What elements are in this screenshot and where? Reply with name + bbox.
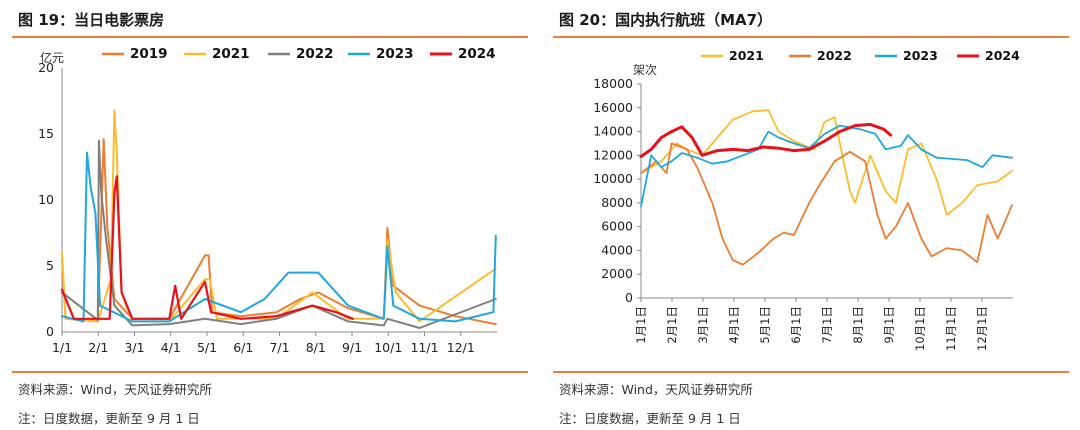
x-tick-label: 8月1日 xyxy=(851,306,865,344)
footnote: 注：日度数据，更新至 9 月 1 日 xyxy=(559,411,741,426)
x-tick-label: 9月1日 xyxy=(882,306,896,344)
y-unit-label: 亿元 xyxy=(40,50,64,65)
x-tick-label: 4月1日 xyxy=(727,306,741,344)
series-line-2021 xyxy=(640,109,1013,216)
chart-title: 图 19：当日电影票房 xyxy=(18,11,165,29)
x-tick-label: 11/1 xyxy=(410,340,438,355)
legend-label-2022: 2022 xyxy=(296,46,334,62)
footer-divider xyxy=(12,371,528,373)
legend-label-2021: 2021 xyxy=(729,48,764,63)
title-divider xyxy=(553,36,1069,38)
box-office-chart: 亿元 0 5 10 15 20 1/1 2/1 3/1 4/1 5/1 6/1 7/1 8/1 9/1 10/… xyxy=(38,46,497,355)
y-tick-label: 12000 xyxy=(593,147,633,162)
legend-label-2024: 2024 xyxy=(458,46,496,62)
y-tick-label: 15 xyxy=(38,126,54,141)
y-tick-label: 2000 xyxy=(601,266,633,281)
x-tick-label: 10月1日 xyxy=(913,306,927,351)
legend-label-2019: 2019 xyxy=(130,46,168,62)
x-tick-label: 7/1 xyxy=(269,340,289,355)
x-tick-label: 7月1日 xyxy=(820,306,834,344)
x-tick-label: 5月1日 xyxy=(758,306,772,344)
footnote: 注：日度数据，更新至 9 月 1 日 xyxy=(18,411,200,426)
legend-label-2023: 2023 xyxy=(903,48,938,63)
series-line-2023 xyxy=(61,151,497,323)
x-tick-label: 6月1日 xyxy=(789,306,803,344)
y-tick-label: 14000 xyxy=(593,124,633,139)
x-tick-label: 8/1 xyxy=(306,340,326,355)
legend-label-2024: 2024 xyxy=(985,48,1020,63)
x-tick-label: 3/1 xyxy=(124,340,144,355)
y-tick-label: 10000 xyxy=(593,171,633,186)
x-tick-label: 3月1日 xyxy=(696,306,710,344)
legend-label-2022: 2022 xyxy=(817,48,852,63)
source-note: 资料来源：Wind，天风证券研究所 xyxy=(18,382,212,397)
y-tick-label: 5 xyxy=(46,258,54,273)
y-tick-label: 6000 xyxy=(601,219,633,234)
y-tick-label: 8000 xyxy=(601,195,633,210)
title-divider xyxy=(12,36,528,38)
series-line-2022 xyxy=(61,139,497,329)
chart-panel-flights: 图 20：国内执行航班（MA7） 架次 0 2000 4000 6000 8000 1000… xyxy=(553,0,1080,430)
y-unit-label: 架次 xyxy=(633,63,657,77)
y-tick-label: 4000 xyxy=(601,242,633,257)
x-tick-label: 4/1 xyxy=(161,340,181,355)
chart-panel-box-office: 图 19：当日电影票房 亿元 0 5 10 15 20 1/1 2/1 3/1 4/1 5/1 6/1… xyxy=(12,0,540,430)
x-tick-label: 12月1日 xyxy=(975,306,989,351)
x-tick-label: 2/1 xyxy=(88,340,108,355)
y-tick-label: 18000 xyxy=(593,76,633,91)
x-tick-label: 11月1日 xyxy=(944,306,958,351)
series-line-2022 xyxy=(640,142,1013,266)
y-tick-label: 16000 xyxy=(593,100,633,115)
footer-divider xyxy=(553,371,1069,373)
x-tick-label: 6/1 xyxy=(233,340,253,355)
legend-label-2023: 2023 xyxy=(376,46,414,62)
y-tick-label: 0 xyxy=(625,290,633,305)
y-tick-label: 0 xyxy=(46,324,54,339)
x-tick-label: 1/1 xyxy=(52,340,72,355)
legend-label-2021: 2021 xyxy=(212,46,250,62)
flights-chart: 架次 0 2000 4000 6000 8000 10000 12000 14000 16000 1… xyxy=(593,48,1020,351)
x-tick-label: 10/1 xyxy=(374,340,402,355)
series-line-2024 xyxy=(60,175,354,320)
series-line-2024 xyxy=(639,122,893,158)
series-line-2023 xyxy=(640,124,1013,208)
x-tick-label: 12/1 xyxy=(447,340,475,355)
x-tick-label: 2月1日 xyxy=(665,306,679,344)
y-tick-label: 10 xyxy=(38,192,54,207)
x-tick-label: 5/1 xyxy=(197,340,217,355)
x-tick-label: 9/1 xyxy=(342,340,362,355)
x-tick-label: 1月1日 xyxy=(634,306,648,344)
source-note: 资料来源：Wind，天风证券研究所 xyxy=(559,382,753,397)
y-tick-label: 20 xyxy=(38,60,54,75)
series-line-2019 xyxy=(61,138,497,326)
chart-title: 图 20：国内执行航班（MA7） xyxy=(559,11,773,29)
series-line-2021 xyxy=(61,109,497,323)
